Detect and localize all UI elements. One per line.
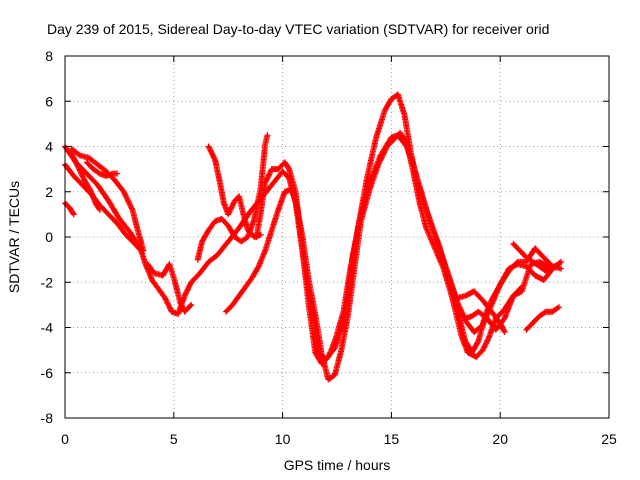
plus-markers [223,129,525,383]
data-series [62,91,565,383]
x-tick-label: 0 [61,431,69,447]
plus-markers [510,240,562,274]
series-s11 [194,132,271,263]
x-tick-label: 25 [601,431,617,447]
y-tick-label: 6 [45,93,53,109]
plus-markers [253,91,560,367]
series-s5 [62,200,77,218]
series-s7 [144,261,195,315]
x-tick-label: 10 [275,431,291,447]
plus-markers [194,132,271,263]
chart-title: Day 239 of 2015, Sidereal Day-to-day VTE… [47,21,549,37]
y-tick-label: 0 [45,229,53,245]
plus-markers [68,150,103,213]
x-tick-label: 20 [492,431,508,447]
y-tick-label: -4 [41,320,54,336]
series-s6 [68,150,103,213]
series-s9 [223,129,525,383]
y-tick-label: 4 [45,139,53,155]
y-axis-label: SDTVAR / TECUs [6,181,22,293]
axis-ticks [64,55,610,419]
x-tick-label: 15 [384,431,400,447]
y-tick-label: 2 [45,184,53,200]
series-s15 [523,304,562,333]
y-tick-label: -2 [41,274,54,290]
series-s10 [253,91,560,367]
plus-markers [62,200,77,218]
plus-markers [523,304,562,333]
y-tick-labels: -8 -6 -4 -2 0 2 4 6 8 [41,48,54,426]
y-tick-label: -8 [41,410,54,426]
series-s13 [453,288,508,335]
x-tick-label: 5 [170,431,178,447]
series-s4 [83,159,121,179]
plus-markers [83,159,121,179]
y-tick-label: -6 [41,365,54,381]
plus-markers [453,288,508,335]
plus-markers [144,261,195,315]
x-tick-labels: 0 5 10 15 20 25 [61,431,617,447]
plus-markers [445,245,565,356]
series-s12 [445,245,565,356]
series-s14 [510,240,562,274]
y-tick-label: 8 [45,48,53,64]
x-axis-label: GPS time / hours [284,457,391,473]
